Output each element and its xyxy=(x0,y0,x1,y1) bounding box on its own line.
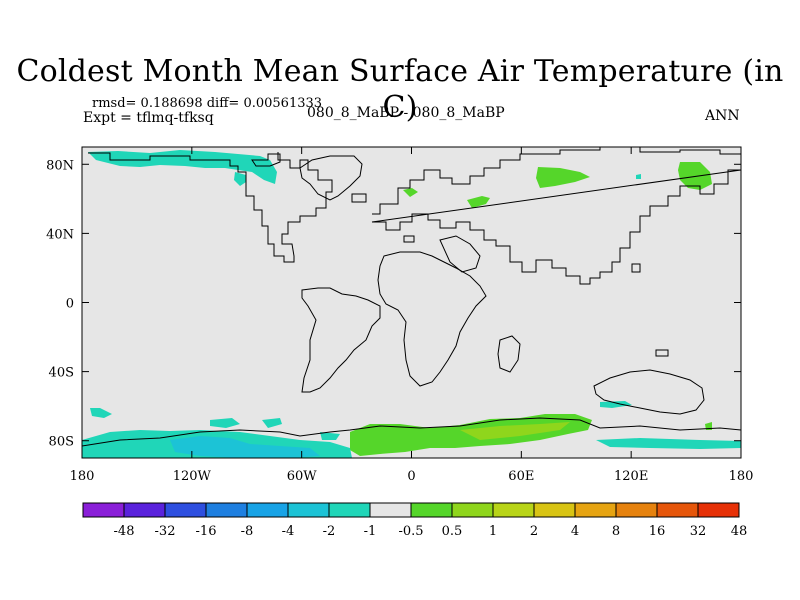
anomaly-region xyxy=(636,174,641,179)
anomaly-region xyxy=(262,418,282,428)
anomaly-layer xyxy=(82,150,741,458)
colorbar-label: 8 xyxy=(612,524,620,539)
x-tick-label: 120W xyxy=(173,469,212,484)
x-tick-label: 0 xyxy=(407,469,415,484)
colorbar-swatch xyxy=(574,502,617,518)
colorbar-label: -48 xyxy=(114,524,135,539)
y-tick-label: 80N xyxy=(46,158,74,173)
x-axis: 180 120W 60W 0 60E 120E 180 xyxy=(70,147,754,484)
colorbar-label: -32 xyxy=(155,524,176,539)
colorbar-swatch xyxy=(369,502,412,518)
colorbar-label: 0.5 xyxy=(442,524,463,539)
coastline-antarctica xyxy=(82,417,741,447)
x-tick-label: 60W xyxy=(287,469,318,484)
colorbar-swatch xyxy=(123,502,166,518)
y-tick-label: 80S xyxy=(49,435,74,450)
colorbar: -48 -32 -16 -8 -4 -2 -1 -0.5 0.5 1 2 4 8 16 32 48 xyxy=(82,502,748,539)
anomaly-region xyxy=(234,172,246,186)
chart-title: Coldest Month Mean Surface Air Temperatu… xyxy=(16,54,784,125)
y-tick-label: 40N xyxy=(46,227,74,242)
anomaly-region xyxy=(460,422,570,440)
season-label: ANN xyxy=(705,108,740,124)
coastline-africa xyxy=(377,251,487,387)
coastline-arctic-islands xyxy=(251,153,281,167)
colorbar-swatch xyxy=(492,502,535,518)
colorbar-label: 32 xyxy=(690,524,707,539)
coastline-small-islands xyxy=(351,193,669,357)
colorbar-swatch xyxy=(82,502,125,518)
colorbar-swatch xyxy=(328,502,371,518)
colorbar-label: 48 xyxy=(731,524,748,539)
colorbar-swatch xyxy=(697,502,740,518)
coastline-south-america xyxy=(301,287,381,393)
colorbar-label: 2 xyxy=(530,524,538,539)
anomaly-region xyxy=(403,188,418,197)
colorbar-label: -2 xyxy=(323,524,336,539)
x-tick-label: 180 xyxy=(70,469,95,484)
anomaly-region xyxy=(600,401,632,408)
anomaly-region xyxy=(90,408,112,418)
coastline-arabia xyxy=(439,235,481,273)
colorbar-swatch xyxy=(164,502,207,518)
colorbar-swatch xyxy=(451,502,494,518)
x-tick-label: 180 xyxy=(729,469,754,484)
colorbar-swatch xyxy=(656,502,699,518)
colorbar-swatch xyxy=(410,502,453,518)
coastline-europe-asia xyxy=(371,147,741,285)
x-tick-label: 120E xyxy=(614,469,648,484)
anomaly-region xyxy=(320,432,340,440)
colorbar-label: -16 xyxy=(196,524,217,539)
y-tick-label: 0 xyxy=(66,297,74,312)
colorbar-label: -1 xyxy=(364,524,377,539)
colorbar-label: -8 xyxy=(241,524,254,539)
colorbar-swatch xyxy=(246,502,289,518)
anomaly-region xyxy=(170,436,320,458)
colorbar-label: -4 xyxy=(282,524,295,539)
colorbar-label: 1 xyxy=(489,524,497,539)
y-tick-label: 40S xyxy=(49,366,74,381)
coastline-australia xyxy=(593,369,705,415)
coastline-madagascar xyxy=(497,335,521,373)
case-label: 080_8_MaBP - 080_8_MaBP xyxy=(307,105,505,121)
anomaly-region xyxy=(596,438,741,449)
coastline-greenland xyxy=(299,155,363,201)
coastlines xyxy=(82,147,741,447)
coastline-north-america xyxy=(88,152,333,263)
y-axis: 80N 40N 0 40S 80S xyxy=(46,158,741,450)
anomaly-region xyxy=(467,196,490,208)
colorbar-swatch xyxy=(615,502,658,518)
anomaly-region xyxy=(88,150,277,184)
anomaly-region xyxy=(210,418,240,428)
colorbar-label: 4 xyxy=(571,524,579,539)
colorbar-swatch xyxy=(205,502,248,518)
colorbar-label: 16 xyxy=(649,524,666,539)
experiment-label: Expt = tflmq-tfksq xyxy=(83,110,214,126)
x-tick-label: 60E xyxy=(508,469,534,484)
colorbar-label: -0.5 xyxy=(398,524,423,539)
colorbar-swatch xyxy=(533,502,576,518)
stats-label: rmsd= 0.188698 diff= 0.00561333 xyxy=(92,96,323,111)
colorbar-swatch xyxy=(287,502,330,518)
anomaly-region xyxy=(536,167,590,188)
